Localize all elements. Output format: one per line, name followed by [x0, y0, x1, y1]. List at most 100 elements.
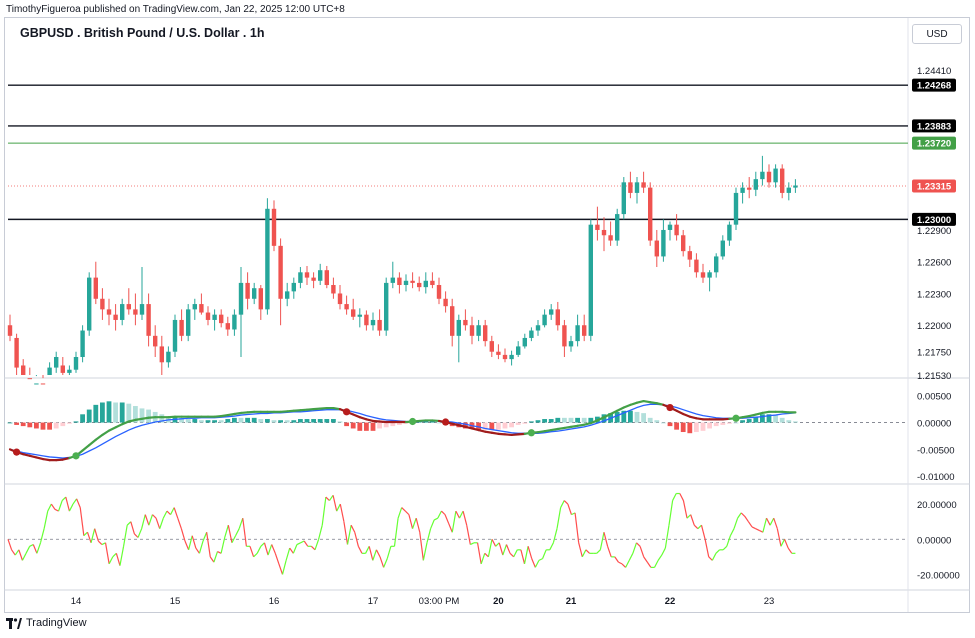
macd-histogram-bar: [80, 414, 85, 423]
level-price-label: 1.24268: [912, 78, 956, 92]
macd-histogram-bar: [760, 414, 765, 423]
candle: [205, 306, 211, 326]
tradingview-brand[interactable]: TradingView: [6, 617, 87, 629]
oscillator-line-segment: [643, 556, 648, 563]
oscillator-line-segment: [101, 542, 106, 546]
macd-cross-dot: [442, 418, 450, 426]
macd-histogram-bar: [779, 417, 785, 423]
macd-histogram-bar: [614, 411, 620, 423]
candle: [100, 288, 105, 320]
oscillator-line-segment: [383, 558, 388, 568]
candle: [54, 351, 59, 373]
candle-body: [205, 312, 211, 320]
candle-body: [172, 319, 178, 352]
macd-histogram-bar: [34, 422, 39, 429]
oscillator-line-segment: [7, 539, 13, 551]
oscillator-line-segment: [397, 507, 403, 519]
macd-histogram-bar: [786, 420, 792, 423]
candle-body: [298, 272, 303, 283]
candle-body: [483, 325, 488, 342]
candle-body: [714, 256, 719, 273]
macd-histogram-bar: [667, 422, 673, 427]
macd-line-segment: [602, 412, 612, 419]
candle-body: [219, 314, 224, 324]
oscillator-line-segment: [11, 549, 16, 556]
candle: [212, 309, 217, 331]
candlestick-series: [7, 155, 798, 385]
macd-line-segment: [239, 411, 249, 415]
candle: [21, 359, 26, 375]
oscillator-line-segment: [520, 549, 526, 565]
currency-button[interactable]: USD: [912, 24, 962, 44]
candle-body: [601, 229, 607, 236]
symbol-title[interactable]: GBPUSD . British Pound / U.S. Dollar . 1…: [20, 26, 265, 40]
time-tick-label: 22: [665, 596, 676, 607]
macd-histogram-bar: [575, 417, 580, 423]
macd-line-segment: [655, 402, 665, 406]
macd-cross-dot: [13, 448, 21, 456]
time-tick-label: 15: [170, 596, 181, 607]
candle-body: [608, 235, 613, 241]
oscillator-line-segment: [509, 552, 515, 558]
macd-histogram-bar: [350, 422, 356, 429]
candle-body: [146, 304, 151, 336]
candle: [291, 277, 296, 299]
macd-histogram-bar: [581, 417, 587, 423]
macd-line-segment: [497, 432, 507, 436]
oscillator-line-segment: [173, 507, 179, 519]
candle: [384, 277, 389, 336]
macd-histogram-bar: [654, 420, 660, 423]
candle: [238, 267, 244, 358]
candle-body: [700, 272, 706, 278]
macd-histogram-bar: [324, 419, 330, 423]
oscillator-line-segment: [122, 525, 128, 547]
oscillator-line-segment: [238, 517, 244, 529]
macd-histogram-bar: [53, 422, 59, 429]
macd-line-segment: [121, 420, 130, 426]
macd-histogram-bar: [383, 422, 389, 428]
macd-cross-dot: [409, 417, 417, 426]
oscillator-line-segment: [621, 563, 627, 568]
macd-histogram-bar: [713, 422, 719, 427]
oscillator-line-segment: [47, 503, 52, 512]
candle: [793, 179, 798, 193]
tradingview-logo-icon: [6, 617, 22, 629]
oscillator-line-segment: [336, 503, 341, 512]
oscillator-line-segment: [444, 514, 450, 524]
oscillator-line-segment: [86, 532, 92, 543]
candle: [304, 265, 310, 286]
macd-histogram-bar: [298, 419, 303, 423]
candle-body: [258, 288, 263, 310]
macd-pane: [7, 400, 908, 462]
candle: [740, 182, 745, 204]
macd-line-segment: [503, 433, 513, 437]
oscillator-line-segment: [195, 547, 200, 554]
macd-histogram-bar: [364, 422, 369, 431]
macd-line-segment: [543, 428, 553, 433]
candle-body: [271, 208, 277, 246]
candle-body: [87, 277, 92, 331]
candle: [14, 333, 19, 375]
oscillator-line-segment: [487, 539, 493, 557]
oscillator-line-segment: [498, 542, 504, 556]
candle-body: [780, 168, 785, 193]
oscillator-line-segment: [300, 540, 305, 544]
oscillator-line-segment: [737, 512, 742, 519]
oscillator-line-segment: [780, 538, 786, 547]
oscillator-line-segment: [726, 535, 731, 547]
macd-histogram-bar: [60, 422, 66, 427]
oscillator-line-segment: [755, 528, 760, 532]
oscillator-line-segment: [50, 503, 56, 510]
candle-body: [648, 187, 653, 241]
oscillator-line-segment: [253, 552, 258, 558]
oscillator-line-segment: [292, 544, 298, 554]
candle: [186, 304, 191, 342]
candle: [351, 298, 356, 320]
candle: [601, 217, 607, 252]
candle-body: [54, 357, 59, 368]
candle-body: [93, 277, 98, 299]
brand-label: TradingView: [26, 617, 87, 629]
level-label-text: 1.23720: [917, 139, 951, 150]
level-label-text: 1.23883: [917, 121, 951, 132]
